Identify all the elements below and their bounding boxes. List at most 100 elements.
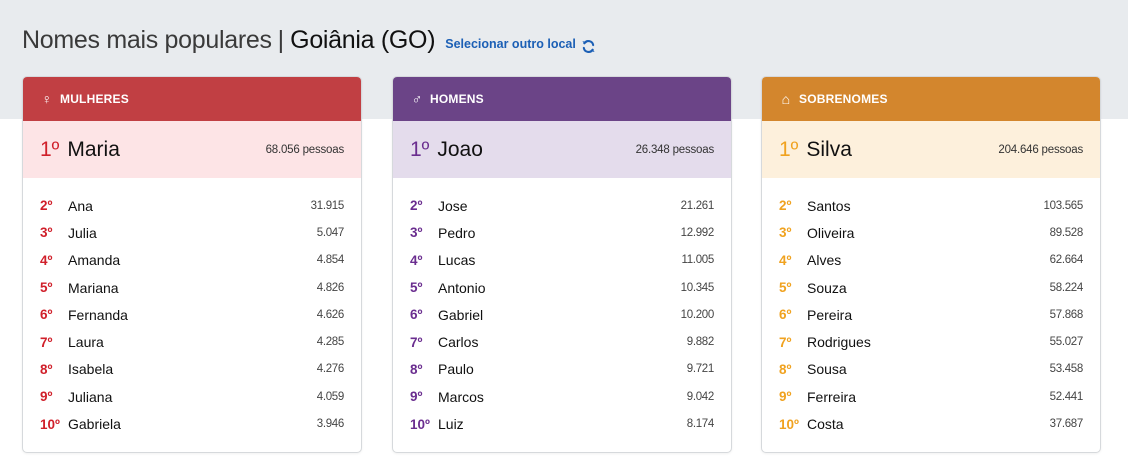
list-item: 10º Costa 37.687 [762, 410, 1100, 437]
count: 58.224 [1049, 281, 1084, 294]
count: 89.528 [1049, 226, 1084, 239]
ranking-list: 2º Ana 31.915 3º Julia 5.047 4º Amanda 4.854 5º Ma… [23, 178, 361, 438]
card-title: HOMENS [430, 92, 484, 106]
rank: 5º [410, 280, 423, 296]
list-item: 10º Luiz 8.174 [393, 410, 731, 437]
rank: 3º [410, 225, 423, 241]
rank: 8º [410, 361, 423, 377]
list-item: 7º Laura 4.285 [23, 328, 361, 355]
list-item: 2º Ana 31.915 [23, 192, 361, 219]
top-name: Silva [806, 137, 852, 161]
name: Marcos [438, 388, 484, 405]
rank: 10º [410, 416, 430, 432]
card-homens: ♂ HOMENS 1º Joao 26.348 pessoas 2º Jose 21.261 3… [392, 76, 732, 453]
card-title: MULHERES [60, 92, 129, 106]
list-item: 9º Ferreira 52.441 [762, 383, 1100, 410]
rank: 7º [779, 334, 792, 350]
name: Luiz [438, 416, 464, 433]
list-item: 7º Rodrigues 55.027 [762, 328, 1100, 355]
change-location-link[interactable]: Selecionar outro local [445, 37, 596, 53]
count: 9.042 [686, 390, 715, 403]
count: 103.565 [1043, 199, 1084, 212]
list-item: 6º Fernanda 4.626 [23, 301, 361, 328]
name: Sousa [807, 361, 847, 378]
count: 62.664 [1049, 254, 1084, 267]
card-header-sobrenomes: ⌂ SOBRENOMES [762, 77, 1100, 121]
top-rank: 1º [410, 137, 430, 161]
list-item: 3º Oliveira 89.528 [762, 219, 1100, 246]
count: 52.441 [1049, 390, 1084, 403]
name: Amanda [68, 252, 121, 269]
count: 37.687 [1049, 418, 1084, 431]
rank: 10º [40, 416, 60, 432]
rank: 6º [410, 307, 423, 323]
list-item: 9º Marcos 9.042 [393, 383, 731, 410]
count: 4.826 [316, 281, 345, 294]
name: Souza [807, 279, 847, 296]
rank: 5º [779, 280, 792, 296]
page-header: Nomes mais populares | Goiânia (GO) Sele… [22, 26, 596, 55]
top-name: Joao [437, 137, 483, 161]
count: 4.854 [316, 254, 345, 267]
rank: 9º [779, 389, 792, 405]
ranking-list: 2º Jose 21.261 3º Pedro 12.992 4º Lucas 11.005 5º… [393, 178, 731, 438]
list-item: 3º Julia 5.047 [23, 219, 361, 246]
list-item: 2º Jose 21.261 [393, 192, 731, 219]
name: Ferreira [807, 388, 857, 405]
top-count: 26.348 pessoas [635, 143, 715, 156]
rank: 7º [40, 334, 53, 350]
list-item: 6º Gabriel 10.200 [393, 301, 731, 328]
name: Gabriela [68, 416, 121, 433]
title-separator: | [277, 26, 285, 54]
rank: 6º [779, 307, 792, 323]
rank: 9º [410, 389, 423, 405]
name: Juliana [68, 388, 113, 405]
rank: 6º [40, 307, 53, 323]
rank: 8º [40, 361, 53, 377]
list-item: 4º Alves 62.664 [762, 247, 1100, 274]
list-item: 5º Mariana 4.826 [23, 274, 361, 301]
page-title: Nomes mais populares [22, 26, 272, 54]
top-name-row: 1º Joao 26.348 pessoas [393, 121, 731, 178]
name: Costa [807, 416, 844, 433]
count: 4.276 [316, 363, 345, 376]
count: 3.946 [316, 418, 345, 431]
count: 53.458 [1049, 363, 1084, 376]
name: Alves [807, 252, 842, 269]
card-sobrenomes: ⌂ SOBRENOMES 1º Silva 204.646 pessoas 2º Santo… [761, 76, 1101, 453]
list-item: 10º Gabriela 3.946 [23, 410, 361, 437]
rank: 4º [779, 252, 792, 268]
count: 11.005 [681, 254, 714, 267]
name: Antonio [438, 279, 486, 296]
rank: 4º [40, 252, 53, 268]
card-header-homens: ♂ HOMENS [393, 77, 731, 121]
count: 5.047 [316, 226, 345, 239]
rank: 2º [779, 198, 792, 214]
count: 4.285 [316, 336, 345, 349]
list-item: 2º Santos 103.565 [762, 192, 1100, 219]
top-rank: 1º [779, 137, 799, 161]
list-item: 7º Carlos 9.882 [393, 328, 731, 355]
list-item: 4º Lucas 11.005 [393, 247, 731, 274]
rank: 3º [779, 225, 792, 241]
name: Ana [68, 197, 93, 214]
name: Carlos [438, 334, 479, 351]
list-item: 9º Juliana 4.059 [23, 383, 361, 410]
list-item: 4º Amanda 4.854 [23, 247, 361, 274]
top-name-row: 1º Maria 68.056 pessoas [23, 121, 361, 178]
count: 21.261 [680, 199, 715, 212]
list-item: 3º Pedro 12.992 [393, 219, 731, 246]
rank: 8º [779, 361, 792, 377]
list-item: 8º Sousa 53.458 [762, 356, 1100, 383]
change-location-label: Selecionar outro local [445, 37, 576, 51]
name: Fernanda [68, 306, 128, 323]
count: 10.200 [680, 308, 715, 321]
name: Pereira [807, 306, 853, 323]
rank: 7º [410, 334, 423, 350]
name: Gabriel [438, 306, 484, 323]
female-icon: ♀ [41, 91, 53, 107]
count: 4.059 [316, 390, 345, 403]
family-icon: ⌂ [781, 91, 791, 107]
card-title: SOBRENOMES [799, 92, 888, 106]
card-header-mulheres: ♀ MULHERES [23, 77, 361, 121]
